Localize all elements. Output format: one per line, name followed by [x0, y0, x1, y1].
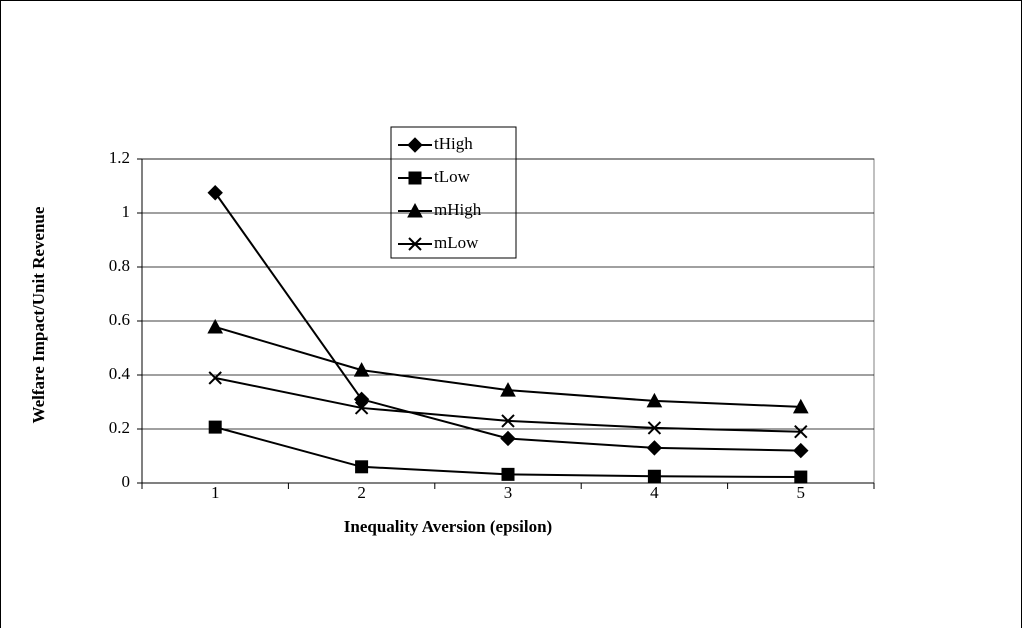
legend-marker: [408, 237, 422, 251]
y-tick-label: 0.8: [109, 256, 130, 275]
marker: [501, 414, 515, 428]
legend-label: tLow: [434, 167, 471, 186]
marker: [355, 460, 369, 474]
x-tick-label: 1: [211, 483, 220, 502]
marker: [208, 371, 222, 385]
x-tick-label: 4: [650, 483, 659, 502]
y-tick-label: 0.2: [109, 418, 130, 437]
y-tick-label: 0: [122, 472, 131, 491]
marker: [353, 391, 370, 408]
marker: [501, 467, 515, 481]
legend-label: mLow: [434, 233, 479, 252]
marker: [207, 318, 224, 334]
x-axis-title: Inequality Aversion (epsilon): [344, 517, 552, 536]
marker: [647, 469, 661, 483]
legend-marker: [407, 137, 423, 153]
marker: [792, 398, 809, 414]
x-tick-label: 3: [504, 483, 513, 502]
marker: [647, 421, 662, 435]
y-tick-label: 0.6: [109, 310, 130, 329]
marker: [646, 392, 663, 408]
marker: [353, 362, 370, 377]
x-tick-label: 2: [357, 483, 366, 502]
y-tick-label: 1.2: [109, 148, 130, 167]
marker: [500, 382, 516, 397]
marker: [793, 442, 809, 459]
marker: [646, 440, 663, 456]
marker: [794, 424, 808, 439]
y-tick-label: 1: [122, 202, 131, 221]
marker: [794, 470, 808, 484]
legend-marker: [408, 171, 422, 185]
y-tick-label: 0.4: [109, 364, 131, 383]
marker: [354, 401, 369, 415]
legend-label: tHigh: [434, 134, 473, 153]
marker: [207, 185, 223, 201]
legend-label: mHigh: [434, 200, 482, 219]
y-axis-title: Welfare Impact/Unit Revenue: [29, 206, 48, 423]
x-tick-label: 5: [797, 483, 806, 502]
marker: [208, 420, 222, 434]
legend-marker: [407, 202, 423, 218]
marker: [500, 430, 516, 447]
